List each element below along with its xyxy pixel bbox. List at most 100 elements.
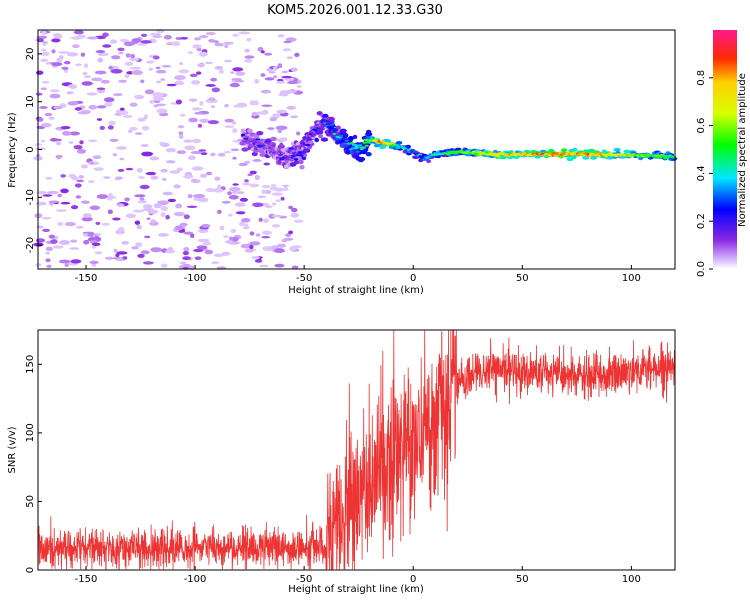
noise-speck: [51, 49, 56, 54]
ridge-core: [330, 125, 337, 128]
noise-speck: [155, 69, 167, 74]
noise-speck: [207, 120, 219, 125]
ridge-core: [355, 150, 360, 153]
noise-speck: [188, 98, 198, 102]
noise-speck: [260, 50, 265, 54]
noise-speck: [217, 152, 226, 157]
ridge-halo: [298, 159, 304, 165]
noise-speck: [96, 194, 109, 200]
noise-speck: [192, 44, 202, 49]
noise-speck: [78, 175, 85, 179]
noise-speck: [296, 85, 302, 88]
noise-speck: [56, 57, 63, 63]
noise-speck: [257, 46, 264, 52]
noise-speck: [244, 160, 251, 164]
ridge-core: [261, 144, 266, 147]
noise-speck: [197, 197, 209, 203]
ridge-halo: [383, 139, 391, 143]
noise-speck: [229, 236, 234, 241]
noise-speck: [189, 73, 198, 78]
noise-speck: [227, 191, 232, 196]
noise-speck: [267, 127, 275, 130]
noise-speck: [142, 261, 154, 265]
ridge-core: [256, 140, 262, 143]
noise-speck: [70, 259, 82, 264]
noise-speck: [254, 175, 260, 180]
noise-speck: [103, 176, 111, 179]
noise-speck: [262, 230, 272, 235]
noise-speck: [86, 92, 98, 96]
noise-speck: [80, 164, 89, 169]
noise-speck: [50, 239, 58, 244]
noise-speck: [41, 139, 46, 143]
ridge-halo: [395, 141, 403, 145]
noise-speck: [122, 115, 133, 118]
noise-speck: [109, 39, 118, 44]
ridge-core: [245, 141, 251, 145]
noise-speck: [229, 187, 241, 192]
noise-speck: [249, 183, 260, 188]
noise-speck: [211, 261, 220, 265]
noise-speck: [149, 156, 160, 161]
noise-speck: [137, 43, 147, 46]
ridge-core: [311, 133, 317, 136]
noise-speck: [179, 113, 186, 117]
noise-speck: [120, 38, 129, 43]
noise-speck: [224, 103, 229, 108]
noise-speck: [261, 189, 266, 195]
noise-speck: [102, 32, 109, 37]
noise-speck: [150, 175, 159, 180]
x-tick-label: 100: [622, 273, 641, 284]
noise-speck: [116, 251, 128, 255]
ridge-core: [298, 154, 304, 157]
y-tick-label: 0: [25, 567, 36, 573]
ridge-core: [241, 133, 246, 136]
noise-speck: [48, 234, 56, 239]
colorbar-tick-label: 0.6: [696, 118, 707, 134]
noise-speck: [131, 246, 139, 250]
noise-speck: [251, 111, 258, 117]
noise-speck: [214, 176, 221, 181]
noise-speck: [134, 132, 143, 136]
noise-speck: [148, 67, 154, 71]
noise-speck: [249, 170, 257, 175]
noise-speck: [45, 177, 53, 180]
noise-speck: [45, 251, 51, 255]
noise-speck: [191, 107, 203, 111]
y-tick-label: 50: [25, 495, 36, 508]
noise-speck: [141, 125, 150, 131]
noise-speck: [159, 112, 169, 117]
noise-speck: [41, 30, 47, 36]
ridge-core: [332, 132, 337, 135]
noise-speck: [249, 231, 255, 236]
noise-speck: [117, 168, 125, 172]
ridge-halo: [339, 128, 347, 133]
ridge-core: [671, 155, 677, 158]
noise-speck: [179, 261, 187, 265]
snr-x-label: Height of straight line (km): [288, 584, 424, 595]
spectrogram-x-ticks: -150 -100 -50 0 50 100: [75, 265, 641, 284]
noise-speck: [104, 97, 115, 103]
noise-speck: [286, 105, 296, 110]
noise-speck: [116, 146, 127, 150]
noise-speck: [66, 52, 79, 57]
ridge-core: [243, 137, 249, 140]
noise-speck: [205, 84, 216, 87]
noise-speck: [231, 121, 237, 125]
ridge-core: [300, 141, 306, 145]
noise-speck: [82, 213, 92, 219]
noise-speck: [272, 113, 283, 117]
noise-speck: [179, 62, 184, 65]
noise-speck: [199, 51, 208, 57]
noise-speck: [131, 38, 142, 43]
noise-speck: [94, 251, 103, 255]
noise-speck: [178, 131, 184, 135]
noise-speck: [134, 209, 142, 213]
noise-speck: [111, 55, 121, 60]
noise-speck: [81, 200, 90, 204]
noise-speck: [231, 190, 239, 194]
noise-speck: [234, 202, 246, 207]
noise-speck: [217, 209, 222, 214]
noise-speck: [219, 225, 225, 231]
snr-data: [37, 329, 676, 570]
